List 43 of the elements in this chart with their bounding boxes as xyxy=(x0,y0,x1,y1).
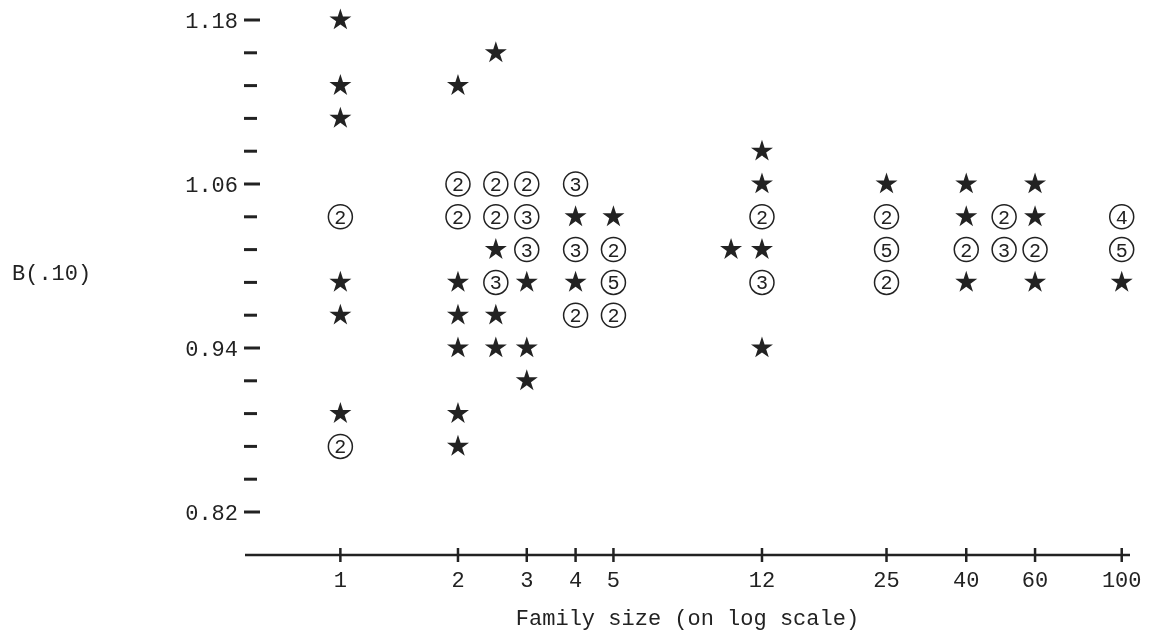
y-tick-label: 1.18 xyxy=(185,9,238,35)
x-tick-label: 1 xyxy=(333,569,347,594)
annotation: 4 xyxy=(1115,206,1128,230)
annotation: 2 xyxy=(520,174,533,197)
y-tick-label: 0.82 xyxy=(185,501,238,527)
annotation: 2 xyxy=(334,206,347,230)
annotation: 2 xyxy=(607,239,620,263)
x-tick-label: 2 xyxy=(451,569,465,594)
x-axis-title: Family size (on log scale) xyxy=(515,607,860,632)
annotation: 2 xyxy=(607,305,620,329)
annotation: 2 xyxy=(569,305,582,329)
annotation: 2 xyxy=(960,239,973,263)
annotation: 2 xyxy=(1029,239,1042,263)
x-tick-label: 4 xyxy=(568,569,583,594)
annotation: 2 xyxy=(489,206,502,230)
annotation: 5 xyxy=(607,272,620,296)
annotation: 3 xyxy=(569,174,582,197)
annotation: 2 xyxy=(880,272,893,296)
annotation: 3 xyxy=(998,239,1011,263)
x-tick-label: 12 xyxy=(748,569,776,594)
annotation: 3 xyxy=(520,206,533,230)
annotation: 2 xyxy=(880,206,893,230)
annotation: 3 xyxy=(569,239,582,263)
x-tick-label: 25 xyxy=(873,569,900,594)
annotation: 2 xyxy=(451,206,464,230)
x-tick-label: 60 xyxy=(1021,569,1049,594)
annotation: 3 xyxy=(755,272,768,296)
annotation: 2 xyxy=(451,174,464,197)
x-tick-label: 5 xyxy=(606,569,621,594)
annotation: 5 xyxy=(1115,239,1128,263)
annotation: 2 xyxy=(755,206,768,230)
x-tick-label: 3 xyxy=(520,569,534,594)
annotation: 2 xyxy=(998,206,1011,230)
annotation: 2 xyxy=(334,436,347,460)
x-tick-label: 100 xyxy=(1101,569,1142,594)
annotation: 2 xyxy=(489,174,502,197)
annotation: 5 xyxy=(880,239,893,263)
y-tick-label: 0.94 xyxy=(185,337,238,363)
y-tick-label: 1.06 xyxy=(185,173,238,199)
annotation: 3 xyxy=(489,272,502,296)
x-tick-label: 40 xyxy=(953,569,980,594)
y-axis-title: B(.10) xyxy=(12,261,92,287)
annotation: 3 xyxy=(520,239,533,263)
